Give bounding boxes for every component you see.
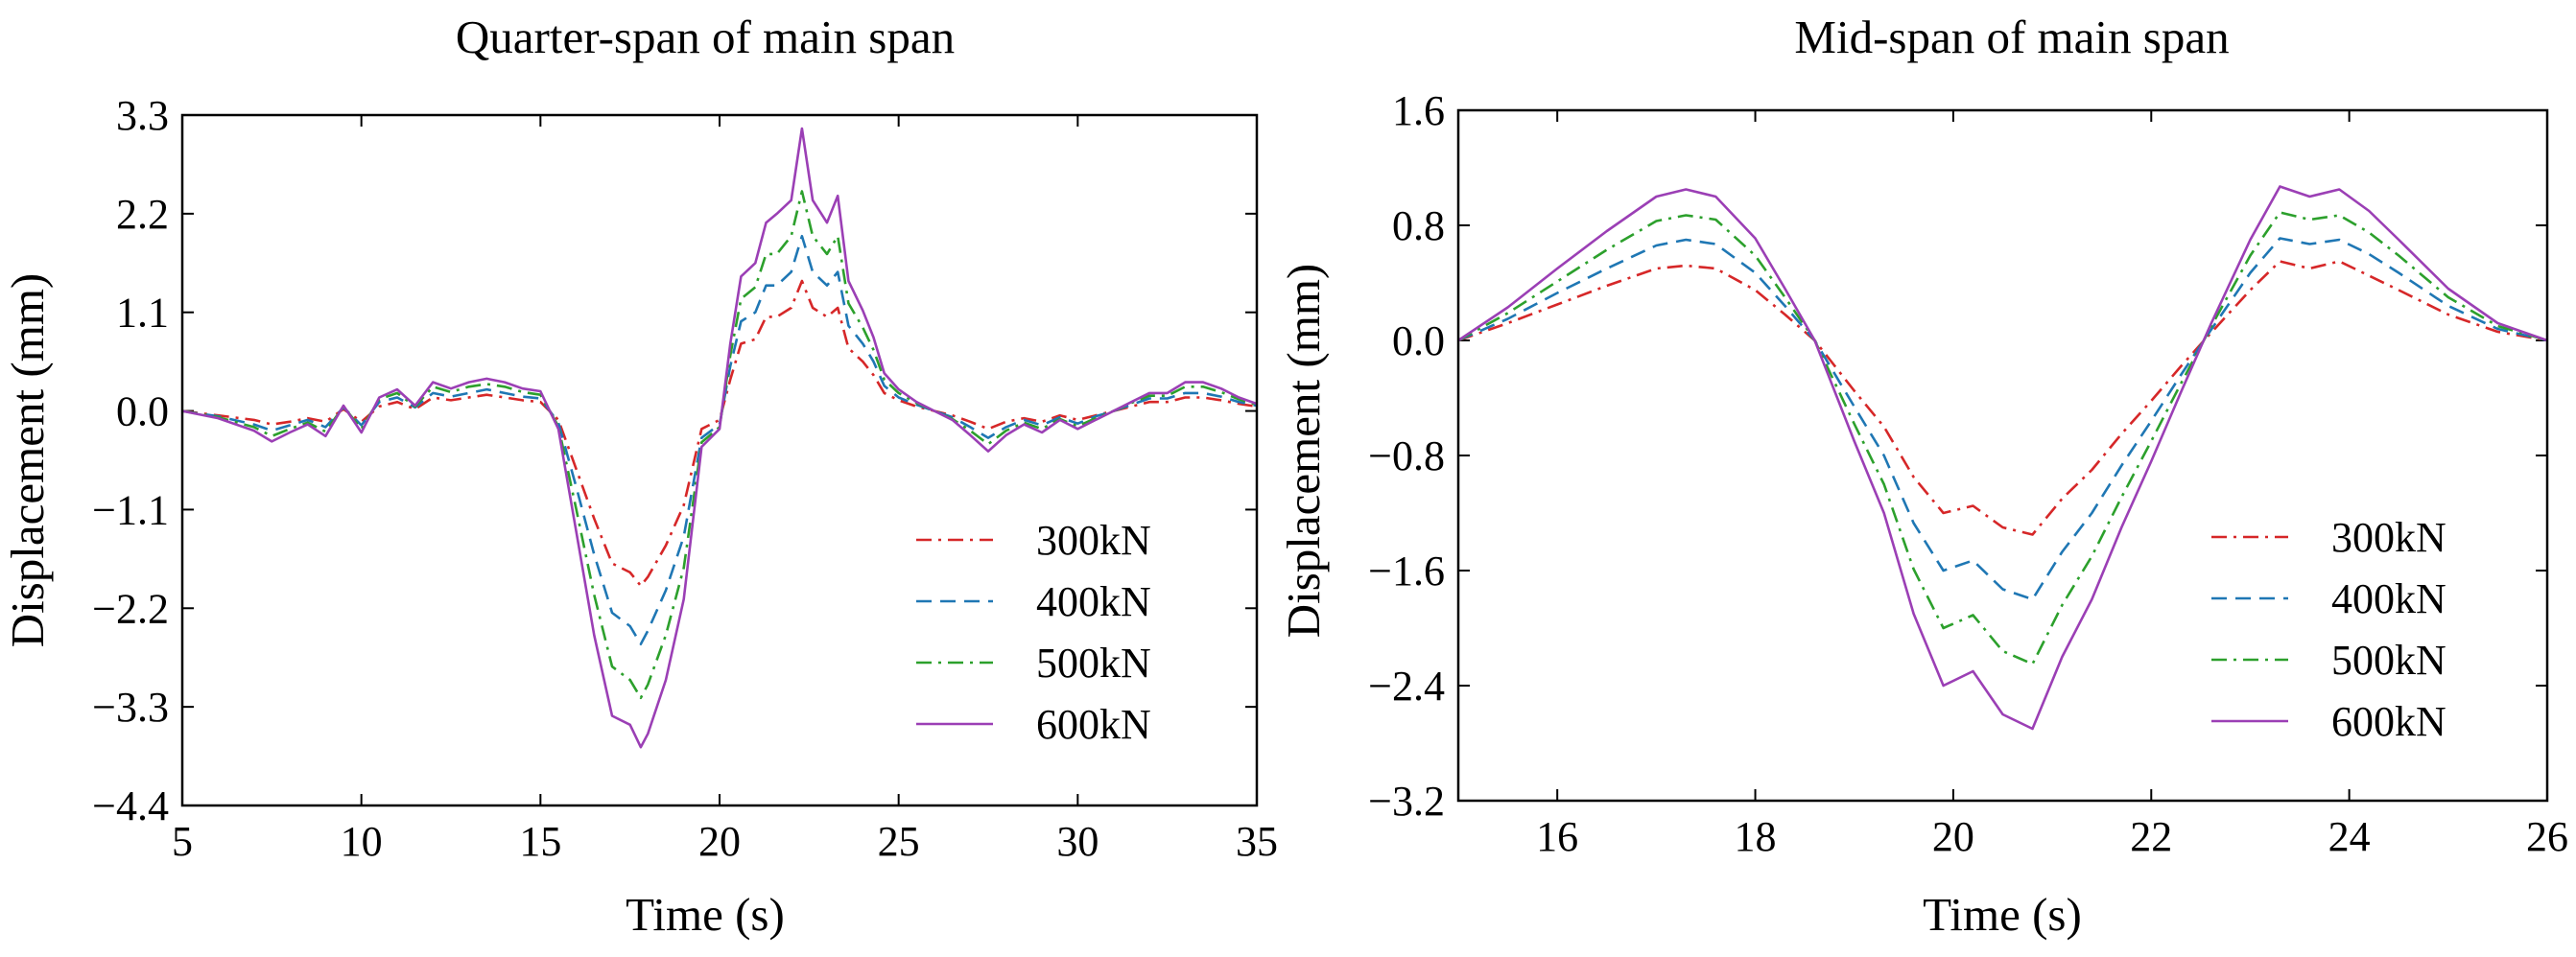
- legend-label: 600kN: [1036, 701, 1151, 748]
- x-tick-label: 10: [341, 818, 383, 865]
- series-line-300kN: [181, 279, 1258, 588]
- y-tick-label: 3.3: [116, 92, 169, 139]
- x-tick-label: 24: [2328, 813, 2371, 860]
- chart-quarter-span: Quarter-span of main span Time (s) Displ…: [1, 11, 1278, 941]
- tick-group: 16 18 20 22 24 26 1.6 0.8 0.0 −0.8 −1.6 −2.4 −3.2: [1368, 87, 2568, 860]
- series-line-400kN: [1457, 237, 2548, 601]
- y-tick-label: −1.6: [1368, 548, 1445, 595]
- y-tick-label: −2.4: [1368, 663, 1445, 710]
- x-tick-label: 25: [878, 818, 920, 865]
- y-axis-label: Displacement (mm): [1, 273, 54, 648]
- plot-frame: [1456, 108, 2549, 803]
- x-tick-label: 20: [698, 818, 741, 865]
- x-tick-label: 20: [1932, 813, 1974, 860]
- legend-label: 400kN: [1036, 578, 1151, 625]
- legend: 300kN 400kN 500kN 600kN: [916, 517, 1151, 748]
- y-tick-label: 0.0: [116, 388, 169, 435]
- y-tick-label: −3.3: [92, 684, 169, 731]
- y-tick-label: 0.8: [1392, 202, 1445, 249]
- y-tick-label: −4.4: [92, 782, 169, 829]
- tick-group: 5 10 15 20 25 30 35 3.3 2.2 1.1 0.0 −1.1 −2.2 −3.3 −4.…: [92, 92, 1278, 865]
- x-tick-label: 15: [519, 818, 561, 865]
- y-tick-label: 1.6: [1392, 87, 1445, 134]
- x-axis-label: Time (s): [626, 888, 785, 941]
- y-tick-label: −2.2: [92, 585, 169, 632]
- chart-title: Quarter-span of main span: [456, 11, 955, 63]
- x-tick-label: 35: [1236, 818, 1278, 865]
- series-line-500kN: [181, 190, 1258, 700]
- x-tick-label: 18: [1735, 813, 1777, 860]
- series-line-500kN: [1457, 211, 2548, 665]
- legend-label: 600kN: [2331, 698, 2446, 745]
- series-line-600kN: [181, 127, 1258, 749]
- x-tick-label: 26: [2526, 813, 2568, 860]
- y-tick-label: 1.1: [116, 290, 169, 337]
- plot-frame: [180, 113, 1259, 807]
- x-tick-label: 5: [172, 818, 193, 865]
- y-tick-label: 2.2: [116, 191, 169, 238]
- series-line-400kN: [181, 234, 1258, 645]
- legend-label: 300kN: [2331, 514, 2446, 561]
- y-tick-label: 0.0: [1392, 317, 1445, 364]
- chart-title: Mid-span of main span: [1794, 11, 2229, 63]
- x-tick-label: 16: [1536, 813, 1578, 860]
- legend-label: 300kN: [1036, 517, 1151, 564]
- legend: 300kN 400kN 500kN 600kN: [2211, 514, 2446, 745]
- legend-label: 500kN: [2331, 637, 2446, 684]
- chart-mid-span: Mid-span of main span Time (s) Displacem…: [1277, 11, 2568, 941]
- series-line-300kN: [1457, 260, 2548, 536]
- y-tick-label: −0.8: [1368, 432, 1445, 479]
- y-tick-label: −1.1: [92, 486, 169, 533]
- x-axis-label: Time (s): [1923, 888, 2082, 941]
- series-group: [181, 127, 1258, 749]
- x-tick-label: 22: [2130, 813, 2172, 860]
- x-tick-label: 30: [1056, 818, 1099, 865]
- series-group: [1457, 185, 2548, 731]
- series-line-600kN: [1457, 185, 2548, 731]
- y-axis-label: Displacement (mm): [1277, 264, 1330, 639]
- legend-label: 500kN: [1036, 640, 1151, 687]
- y-tick-label: −3.2: [1368, 778, 1445, 825]
- legend-label: 400kN: [2331, 575, 2446, 622]
